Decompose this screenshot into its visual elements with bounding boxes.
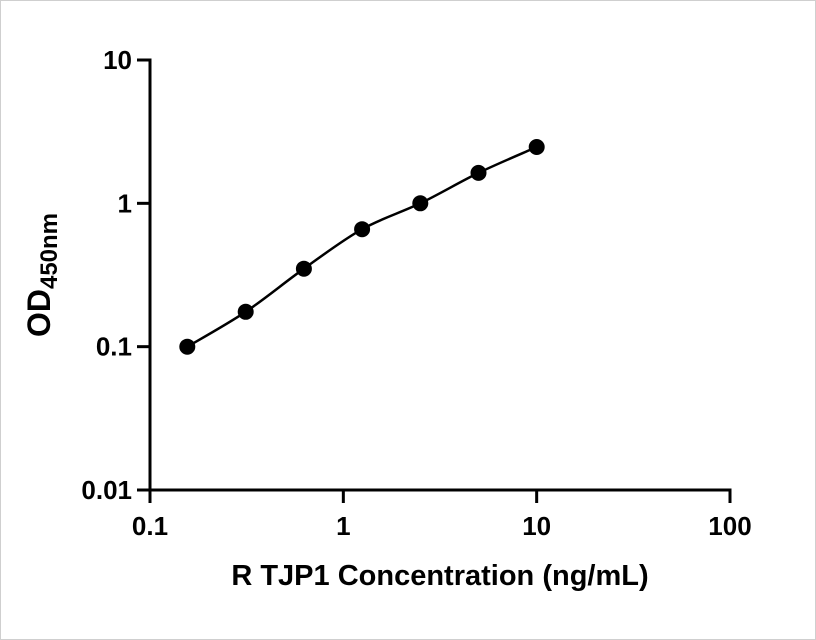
y-axis-title-base: OD [21,289,57,337]
y-tick-label: 0.1 [96,332,132,362]
x-tick-label: 10 [522,511,551,541]
data-point-marker [237,303,254,320]
x-tick-label: 1 [336,511,350,541]
data-point-marker [412,195,429,212]
data-point-marker [179,338,196,355]
data-point-marker [470,164,487,181]
y-tick-label: 0.01 [81,475,132,505]
data-point-marker [295,260,312,277]
x-tick-label: 0.1 [132,511,168,541]
data-point-marker [354,221,371,238]
data-point-marker [528,139,545,155]
y-axis-title-subscript: 450nm [36,213,63,289]
y-axis-title: OD450nm [21,213,63,337]
axes-frame [148,58,732,492]
x-axis-title: R TJP1 Concentration (ng/mL) [231,560,648,592]
x-tick-label: 100 [708,511,751,541]
y-tick-label: 10 [103,45,132,75]
y-tick-label: 1 [118,188,132,218]
